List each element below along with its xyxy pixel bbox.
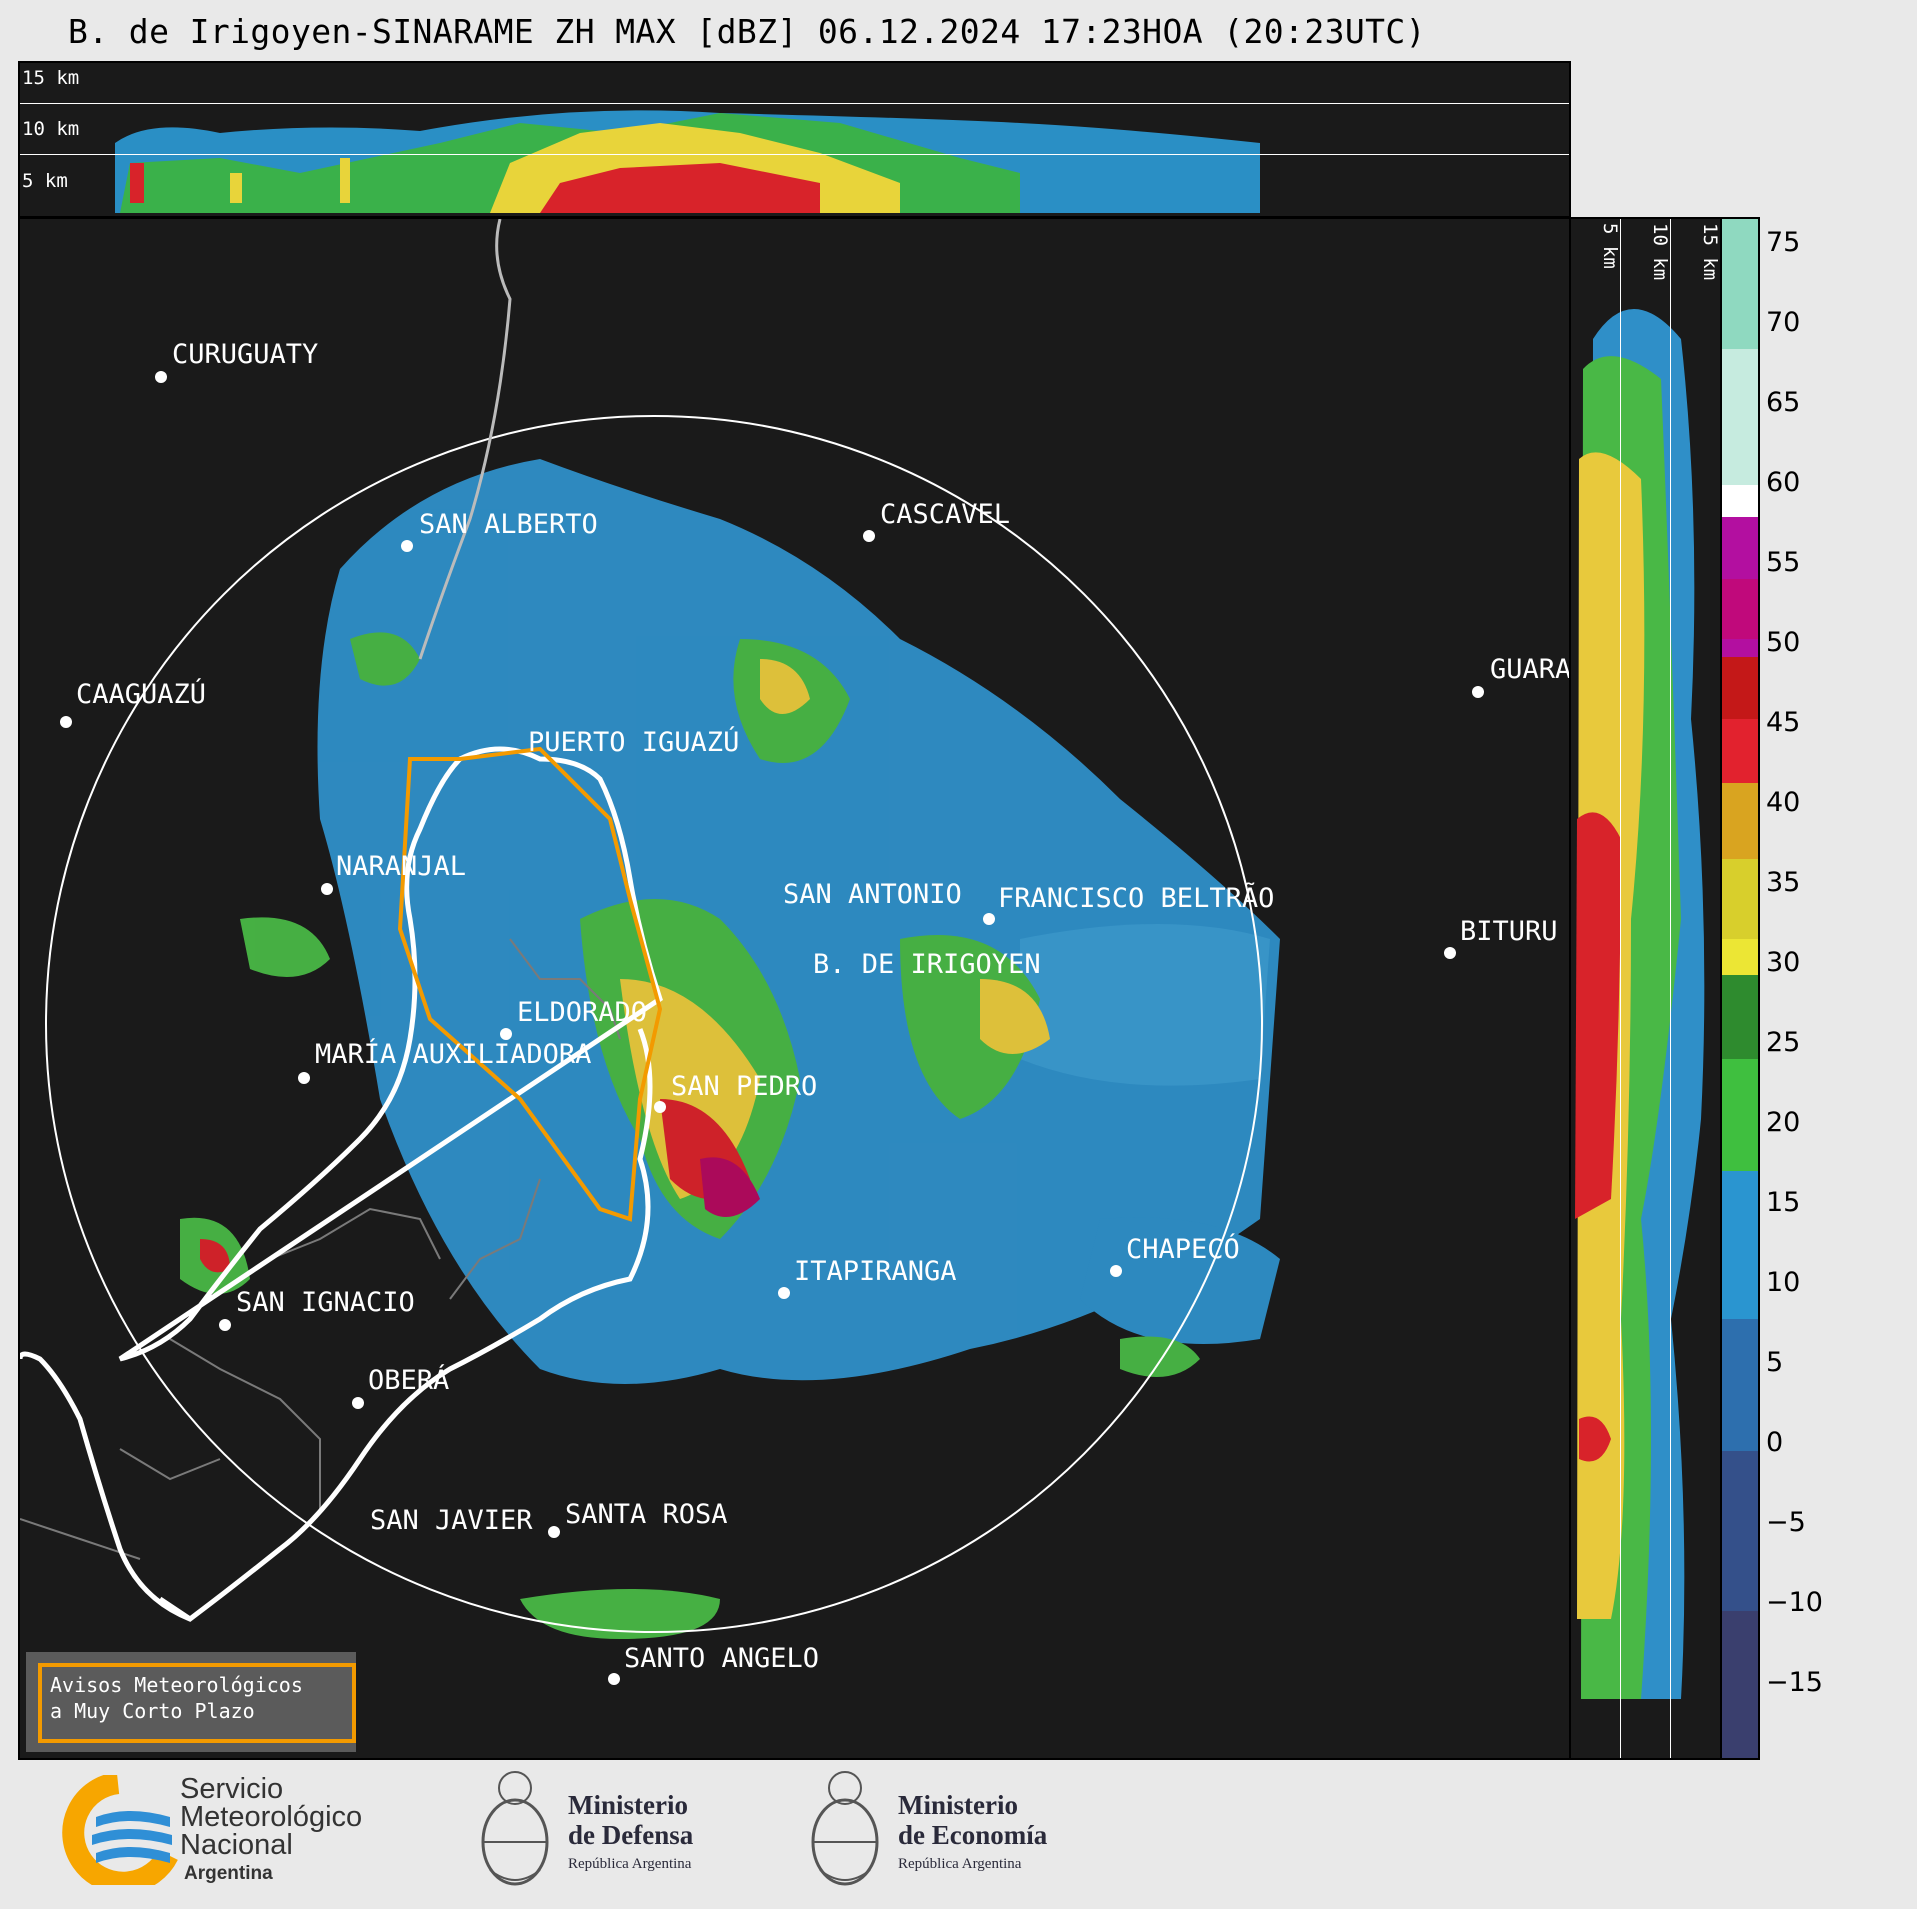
city-label-curuguaty: CURUGUATY (172, 339, 319, 370)
ministerio-economia-logo: Ministerio de Economía República Argenti… (800, 1760, 1100, 1900)
city-dot-chapeco (1110, 1265, 1122, 1277)
alert-line-1: Avisos Meteorológicos (50, 1673, 303, 1697)
city-label-cascavel: CASCAVEL (880, 499, 1011, 530)
city-dot-san-ignacio (219, 1319, 231, 1331)
city-dot-eldorado (500, 1028, 512, 1040)
city-label-san-antonio: SAN ANTONIO (783, 879, 962, 910)
colorbar-tick-45: 45 (1766, 707, 1801, 738)
smn-line-4: Argentina (184, 1863, 273, 1884)
city-label-caaguazu: CAAGUAZÚ (76, 679, 207, 710)
range-ring (45, 415, 1263, 1633)
warning-polygon (397, 746, 663, 1222)
city-dot-cascavel (863, 530, 875, 542)
colorbar-tick-65: 65 (1766, 387, 1801, 418)
city-label-chapeco: CHAPECÓ (1126, 1234, 1240, 1265)
colorbar-tick-10: 10 (1766, 1267, 1801, 1298)
economia-line-3: República Argentina (898, 1856, 1022, 1872)
city-dot-naranjal (321, 883, 333, 895)
smn-logo: Servicio Meteorológico Nacional Argentin… (48, 1775, 418, 1895)
city-dot-san-alberto (401, 540, 413, 552)
city-label-eldorado: ELDORADO (517, 997, 648, 1028)
colorbar-tick-5: 5 (1766, 1347, 1784, 1378)
colorbar-tick-40: 40 (1766, 787, 1801, 818)
defensa-line-2: de Defensa (568, 1820, 694, 1850)
city-label-b-de-irigoyen: B. DE IRIGOYEN (813, 949, 1041, 980)
city-label-san-javier: SAN JAVIER (370, 1505, 533, 1536)
city-dot-santa-rosa (548, 1526, 560, 1538)
radar-map (20, 219, 1280, 1639)
argentina-coat-of-arms-icon (811, 1771, 879, 1886)
city-dot-francisco-beltrao (983, 913, 995, 925)
defensa-line-1: Ministerio (568, 1790, 688, 1820)
dbz-colorbar (1720, 217, 1760, 1760)
colorbar-tick-0: 0 (1766, 1427, 1784, 1458)
colorbar-tick-30: 30 (1766, 947, 1801, 978)
city-label-santa-rosa: SANTA ROSA (565, 1499, 728, 1530)
city-label-itapiranga: ITAPIRANGA (794, 1256, 957, 1287)
colorbar-tick-55: 55 (1766, 547, 1801, 578)
colorbar-tick-20: 20 (1766, 1107, 1801, 1138)
top-height-label-15: 15 km (22, 67, 80, 89)
economia-line-2: de Economía (898, 1820, 1048, 1850)
top-height-label-5: 5 km (22, 170, 68, 192)
colorbar-tick-minus10: −10 (1766, 1587, 1823, 1618)
river-line (418, 219, 512, 660)
side-height-label-5: 5 km (1599, 223, 1621, 269)
side-height-label-10: 10 km (1649, 223, 1671, 281)
city-dot-curuguaty (155, 371, 167, 383)
ministerio-defensa-logo: Ministerio de Defensa República Argentin… (470, 1760, 760, 1900)
colorbar-tick-15: 15 (1766, 1187, 1801, 1218)
argentina-coat-of-arms-icon (481, 1771, 549, 1886)
colorbar-tick-75: 75 (1766, 227, 1801, 258)
city-label-naranjal: NARANJAL (336, 851, 467, 882)
city-label-bituru: BITURU (1460, 916, 1558, 947)
side-cross-section-echoes (1575, 309, 1705, 1700)
colorbar-tick-70: 70 (1766, 307, 1801, 338)
city-dot-caaguazu (60, 716, 72, 728)
top-height-label-10: 10 km (22, 118, 80, 140)
city-dot-santo-angelo (608, 1673, 620, 1685)
colorbar-tick-minus15: −15 (1766, 1667, 1823, 1698)
city-dot-obera (352, 1397, 364, 1409)
colorbar-gradient (1722, 219, 1758, 1758)
smn-emblem-icon (62, 1775, 178, 1885)
city-label-san-ignacio: SAN IGNACIO (236, 1287, 415, 1318)
department-borders (20, 938, 621, 1560)
colorbar-tick-35: 35 (1766, 867, 1801, 898)
smn-line-1: Servicio (180, 1773, 284, 1805)
colorbar-tick-minus5: −5 (1766, 1507, 1806, 1538)
colorbar-tick-60: 60 (1766, 467, 1801, 498)
city-label-san-alberto: SAN ALBERTO (419, 509, 598, 540)
city-dot-san-pedro (654, 1101, 666, 1113)
colorbar-tick-25: 25 (1766, 1027, 1801, 1058)
defensa-line-3: República Argentina (568, 1856, 692, 1872)
top-cross-section-panel: 15 km 10 km 5 km (18, 61, 1571, 218)
economia-line-1: Ministerio (898, 1790, 1018, 1820)
country-border (20, 746, 663, 1622)
city-label-san-pedro: SAN PEDRO (671, 1071, 818, 1102)
page-title: B. de Irigoyen-SINARAME ZH MAX [dBZ] 06.… (68, 12, 1426, 51)
radar-map-panel: CURUGUATY SAN ALBERTO CASCAVEL CAAGUAZÚ … (18, 217, 1571, 1760)
city-label-guara: GUARA (1490, 654, 1571, 685)
city-dot-guara (1472, 686, 1484, 698)
side-height-label-15: 15 km (1699, 223, 1721, 281)
alert-line-2: a Muy Corto Plazo (50, 1699, 255, 1723)
alert-box: Avisos Meteorológicos a Muy Corto Plazo (26, 1652, 356, 1752)
city-dot-bituru (1444, 947, 1456, 959)
alert-box-frame: Avisos Meteorológicos a Muy Corto Plazo (38, 1663, 356, 1743)
smn-line-2: Meteorológico (180, 1801, 363, 1833)
city-label-puerto-iguazu: PUERTO IGUAZÚ (528, 727, 740, 758)
city-label-santo-angelo: SANTO ANGELO (624, 1643, 820, 1674)
top-cross-section-echoes (115, 110, 1260, 213)
city-label-obera: OBERÁ (368, 1365, 450, 1396)
colorbar-tick-50: 50 (1766, 627, 1801, 658)
smn-line-3: Nacional (180, 1829, 293, 1861)
city-dot-itapiranga (778, 1287, 790, 1299)
city-label-maria-auxiliadora: MARÍA AUXILIADORA (315, 1039, 592, 1070)
city-dot-maria-auxiliadora (298, 1072, 310, 1084)
side-cross-section-panel: 5 km 10 km 15 km (1569, 217, 1722, 1760)
city-label-francisco-beltrao: FRANCISCO BELTRÃO (998, 883, 1275, 914)
